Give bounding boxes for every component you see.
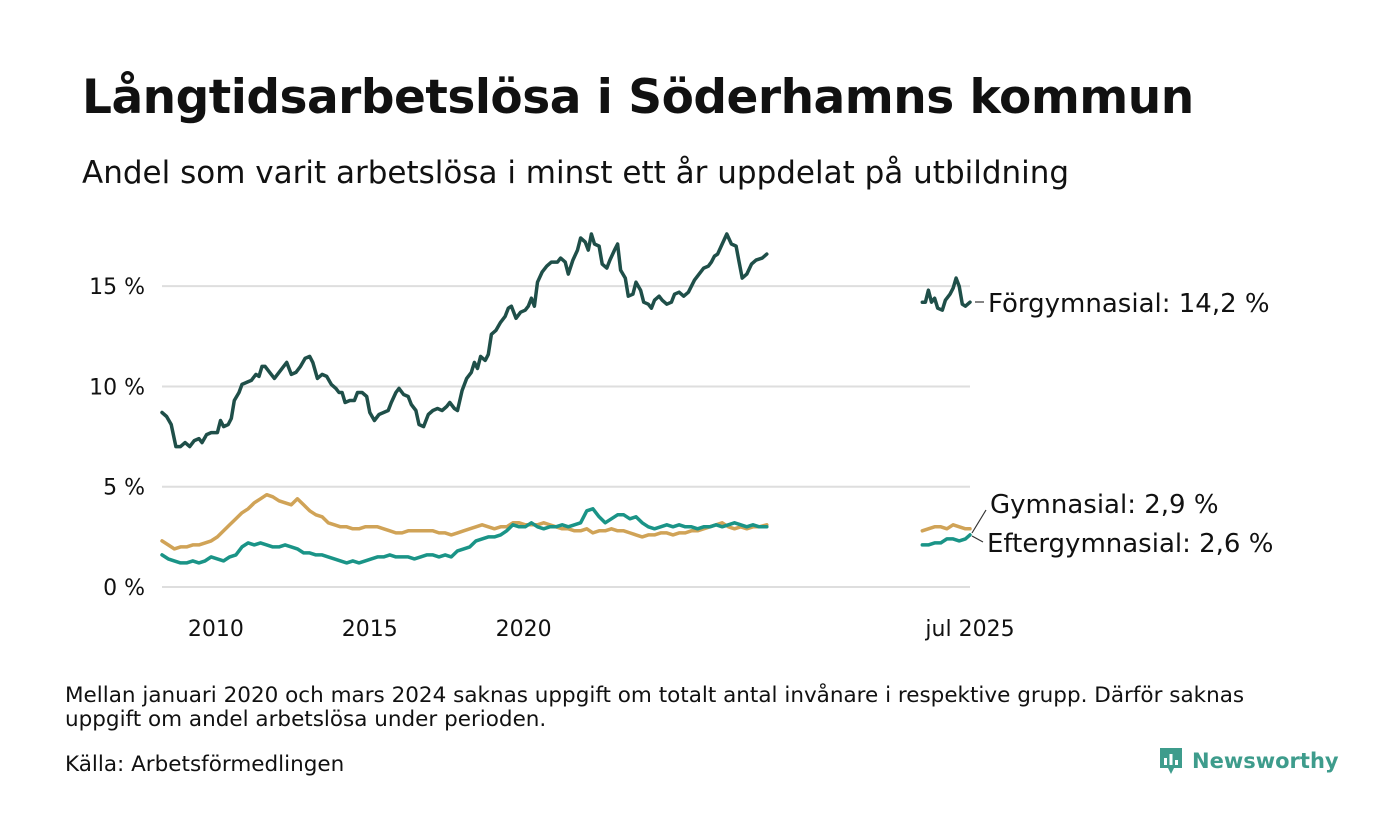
grid-lines	[162, 285, 970, 588]
series-line-eftergymnasial	[920, 533, 972, 547]
x-tick-label: jul 2025	[924, 617, 1014, 642]
series-end-labels: Förgymnasial: 14,2 % Gymnasial: 2,9 % Efte…	[971, 289, 1273, 559]
footnote: Mellan januari 2020 och mars 2024 saknas…	[65, 683, 1245, 732]
series-line-förgymnasial	[920, 276, 972, 312]
label-leader-line	[971, 535, 984, 543]
brand-name: Newsworthy	[1192, 749, 1339, 773]
label-leader-line	[971, 509, 987, 534]
series-line-gymnasial	[160, 492, 769, 551]
series-lines	[160, 232, 972, 565]
x-axis-ticks: 2010 2015 2020 jul 2025	[188, 617, 1015, 642]
line-chart: 0 % 5 % 10 % 15 % 2010 2015 2020 jul 2025 Förg…	[89, 232, 1273, 642]
y-tick-label: 0 %	[103, 576, 145, 601]
brand-logo[interactable]: Newsworthy	[1158, 746, 1339, 776]
y-tick-label: 5 %	[103, 476, 145, 501]
x-tick-label: 2020	[496, 617, 552, 642]
series-line-förgymnasial	[160, 232, 769, 449]
series-end-label: Förgymnasial: 14,2 %	[988, 289, 1270, 319]
series-end-label: Eftergymnasial: 2,6 %	[987, 529, 1273, 559]
chart-subtitle: Andel som varit arbetslösa i minst ett å…	[82, 155, 1070, 191]
y-tick-label: 10 %	[89, 375, 145, 400]
source-note: Källa: Arbetsförmedlingen	[65, 752, 345, 777]
chart-title: Långtidsarbetslösa i Söderhamns kommun	[82, 70, 1194, 125]
y-axis-ticks: 0 % 5 % 10 % 15 %	[89, 275, 145, 601]
series-line-eftergymnasial	[160, 507, 769, 565]
y-tick-label: 15 %	[89, 275, 145, 300]
series-end-label: Gymnasial: 2,9 %	[990, 490, 1219, 520]
series-line-gymnasial	[920, 523, 972, 533]
x-tick-label: 2010	[188, 617, 244, 642]
newsworthy-logo-icon	[1160, 748, 1182, 774]
x-tick-label: 2015	[342, 617, 398, 642]
